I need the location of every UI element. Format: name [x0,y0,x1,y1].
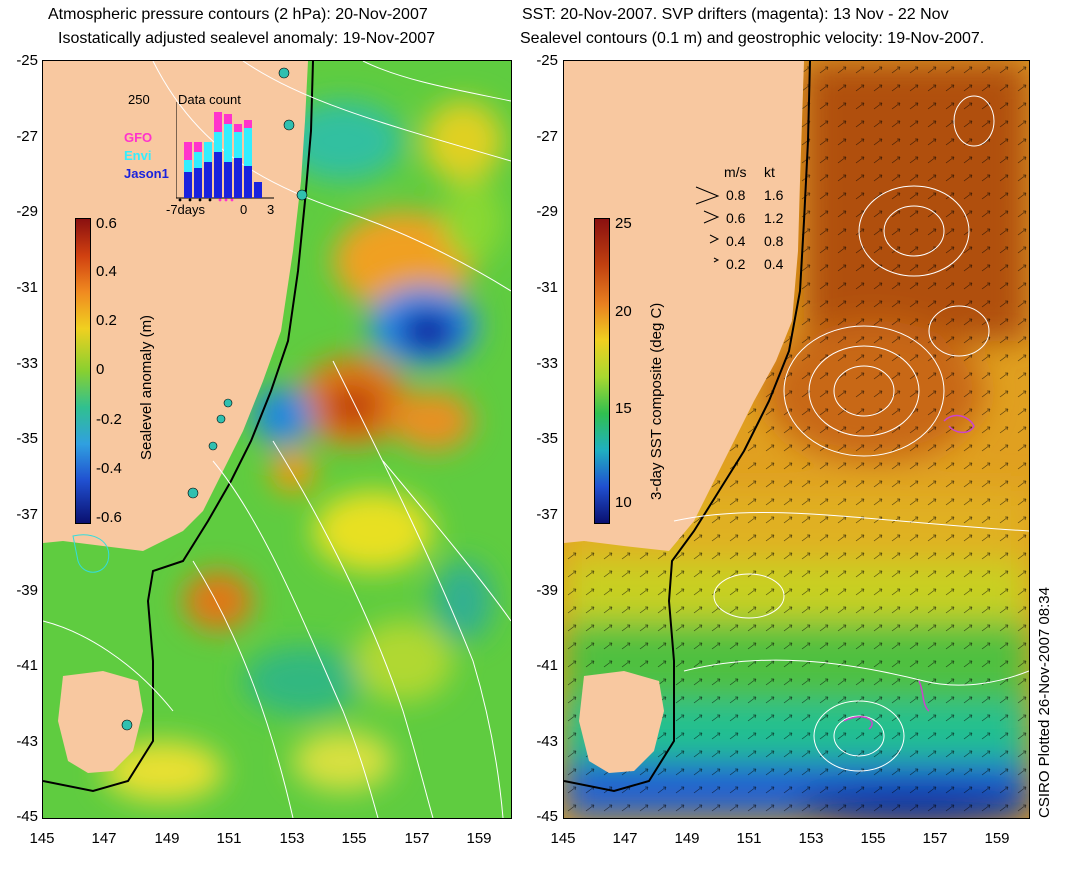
right-x-tick: 157 [922,830,948,847]
left-x-tick: 149 [154,830,180,847]
right-y-tick: -25 [536,52,558,69]
right-colorbar-label: 3-day SST composite (deg C) [648,302,665,500]
inset-legend-jason1: Jason1 [124,166,169,181]
left-y-tick: -37 [16,506,38,523]
right-title-line1: SST: 20-Nov-2007. SVP drifters (magenta)… [522,6,949,23]
tasmania [58,671,143,773]
right-x-tick: 147 [612,830,638,847]
left-colorbar-tick-5: -0.4 [96,460,122,477]
left-colorbar-tick-6: -0.6 [96,509,122,526]
right-colorbar-tick-1: 20 [615,303,632,320]
tasmania-sst [579,671,664,773]
right-colorbar [594,218,610,524]
inset-ymax-label: 250 [128,92,150,107]
left-colorbar-tick-4: -0.2 [96,411,122,428]
right-x-tick: 153 [798,830,824,847]
left-colorbar-label: Sealevel anomaly (m) [138,314,155,460]
inset-legend-envi: Envi [124,148,152,163]
left-colorbar-tick-0: 0.6 [96,215,117,232]
velocity-legend: m/s kt 0.8 1.6 0.6 1.2 0.4 0.8 0.2 0.4 [694,160,804,278]
velocity-row-1-kt: 1.2 [764,210,784,226]
right-y-tick: -41 [536,657,558,674]
left-x-tick: 147 [91,830,117,847]
velocity-row-0-ms: 0.8 [726,187,746,203]
left-title-line1: Atmospheric pressure contours (2 hPa): 2… [48,6,428,23]
left-y-tick: -33 [16,355,38,372]
left-x-tick: 157 [404,830,430,847]
velocity-row-2-kt: 0.8 [764,233,784,249]
left-colorbar-tick-2: 0.2 [96,312,117,329]
left-y-tick: -27 [16,128,38,145]
sst-map [564,61,1029,818]
data-count-inset: 250 Data count GFO Envi Jason1 -7days 0 … [120,88,280,217]
sealevel-anomaly-map [43,61,511,818]
right-y-tick: -43 [536,733,558,750]
left-y-tick: -29 [16,203,38,220]
velocity-legend-arrows [695,186,720,263]
left-colorbar-tick-3: 0 [96,361,105,378]
inset-x-label-zero: 0 [240,202,248,217]
right-x-tick: 145 [550,830,576,847]
left-x-tick: 145 [29,830,55,847]
right-x-tick: 155 [860,830,886,847]
velocity-legend-header-kt: kt [764,164,775,180]
left-x-tick: 153 [279,830,305,847]
inset-legend-gfo: GFO [124,130,153,145]
left-y-tick: -35 [16,430,38,447]
left-y-tick: -43 [16,733,38,750]
right-colorbar-tick-0: 25 [615,215,632,232]
right-title-line2: Sealevel contours (0.1 m) and geostrophi… [520,30,985,47]
right-colorbar-tick-3: 10 [615,494,632,511]
csiro-plotted-label: CSIRO Plotted 26-Nov-2007 08:34 [1036,587,1053,818]
left-title-line2: Isostatically adjusted sealevel anomaly:… [58,30,436,47]
left-x-tick: 151 [216,830,242,847]
right-y-tick: -35 [536,430,558,447]
left-y-tick: -41 [16,657,38,674]
right-y-tick: -33 [536,355,558,372]
velocity-row-3-kt: 0.4 [764,256,784,272]
left-y-tick: -39 [16,582,38,599]
inset-x-label-end: 3 [267,202,275,217]
left-map-panel [42,60,512,819]
right-colorbar-tick-2: 15 [615,400,632,417]
right-map-panel [563,60,1030,819]
inset-x-label-start: -7days [166,202,206,217]
right-y-tick: -29 [536,203,558,220]
velocity-row-1-ms: 0.6 [726,210,746,226]
left-y-tick: -31 [16,279,38,296]
inset-title: Data count [178,92,241,107]
left-y-tick: -45 [16,808,38,825]
right-y-tick: -37 [536,506,558,523]
left-x-tick: 159 [466,830,492,847]
right-y-tick: -27 [536,128,558,145]
velocity-row-3-ms: 0.2 [726,256,746,272]
velocity-row-0-kt: 1.6 [764,187,784,203]
left-x-tick: 155 [341,830,367,847]
right-y-tick: -39 [536,582,558,599]
left-colorbar-tick-1: 0.4 [96,263,117,280]
velocity-legend-header-ms: m/s [724,164,747,180]
left-colorbar [75,218,91,524]
left-y-tick: -25 [16,52,38,69]
data-count-chart [176,102,274,202]
right-y-tick: -31 [536,279,558,296]
velocity-row-2-ms: 0.4 [726,233,746,249]
right-x-tick: 149 [674,830,700,847]
right-y-tick: -45 [536,808,558,825]
right-x-tick: 159 [984,830,1010,847]
australia-mainland-sst [564,61,804,551]
right-x-tick: 151 [736,830,762,847]
